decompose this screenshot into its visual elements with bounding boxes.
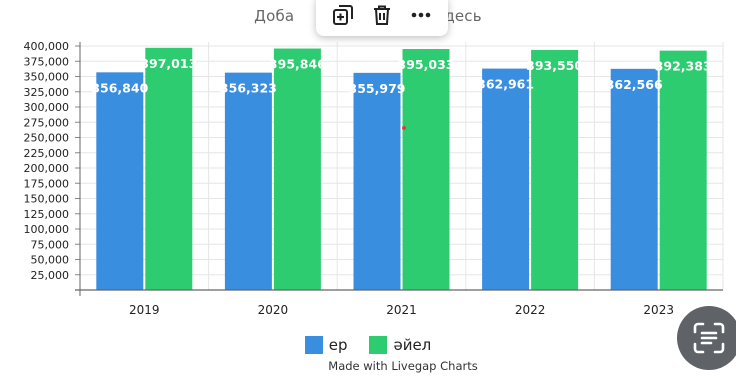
legend-item-series-2[interactable]: әйел (369, 336, 431, 354)
chart-subtitle: Доба десь (0, 7, 736, 25)
more-icon (411, 12, 430, 18)
bar[interactable] (273, 48, 321, 291)
x-tick-label: 2022 (515, 303, 546, 317)
x-tick-label: 2020 (258, 303, 289, 317)
subtitle-right: десь (444, 7, 482, 25)
y-tick-label: 350,000 (24, 71, 70, 84)
bar[interactable] (353, 72, 401, 290)
data-label: 395,846 (269, 57, 326, 72)
legend-item-series-1[interactable]: ер (304, 336, 348, 354)
y-tick-label: 175,000 (24, 177, 70, 190)
y-tick-label: 50,000 (31, 254, 70, 267)
y-tick-label: 25,000 (31, 269, 70, 282)
chart-legend: ер әйел (0, 336, 736, 354)
bar[interactable] (145, 47, 193, 291)
y-tick-label: 300,000 (24, 101, 70, 114)
bar[interactable] (402, 49, 450, 290)
data-label: 356,840 (91, 80, 148, 95)
trash-icon (373, 5, 390, 25)
bar[interactable] (96, 72, 144, 290)
scan-text-icon (693, 322, 725, 354)
duplicate-icon (333, 5, 354, 25)
chart-axes: 25,000 50,000 75,000 100,000 125,000 150,000 1… (24, 40, 723, 317)
scan-text-button[interactable] (677, 306, 736, 370)
x-tick-label: 2023 (643, 303, 674, 317)
data-label: 362,566 (606, 77, 663, 92)
legend-swatch (369, 336, 388, 354)
bar[interactable] (610, 68, 658, 290)
data-label: 356,323 (220, 81, 277, 96)
data-label: 392,383 (655, 59, 712, 74)
y-tick-label: 150,000 (24, 193, 70, 206)
y-tick-label: 225,000 (24, 147, 70, 160)
more-button[interactable] (405, 0, 437, 31)
data-label: 362,961 (477, 77, 534, 92)
y-tick-label: 400,000 (24, 40, 70, 53)
data-label: 397,013 (140, 56, 197, 71)
y-tick-label: 100,000 (24, 223, 70, 236)
x-tick-label: 2019 (129, 303, 160, 317)
y-tick-label: 325,000 (24, 86, 70, 99)
y-tick-label: 200,000 (24, 162, 70, 175)
legend-swatch (304, 336, 323, 354)
chart-data-labels: 356,840 397,013 356,323 395,846 355,979 395,0… (91, 56, 712, 130)
chart-bars (96, 47, 707, 291)
subtitle-left: Доба (254, 7, 295, 25)
bar[interactable] (531, 49, 579, 290)
x-tick-label: 2021 (386, 303, 417, 317)
chart-credit: Made with Livegap Charts (328, 359, 478, 373)
y-tick-label: 275,000 (24, 116, 70, 129)
cursor-dot (402, 126, 406, 130)
y-tick-label: 250,000 (24, 132, 70, 145)
floating-toolbar (316, 0, 448, 36)
duplicate-button[interactable] (327, 0, 359, 31)
y-tick-label: 75,000 (31, 238, 70, 251)
legend-label: әйел (393, 336, 432, 354)
data-label: 393,550 (526, 58, 583, 73)
y-tick-label: 125,000 (24, 208, 70, 221)
data-label: 355,979 (349, 81, 406, 96)
y-tick-label: 375,000 (24, 55, 70, 68)
legend-label: ер (328, 336, 348, 354)
data-label: 395,033 (398, 57, 455, 72)
bar[interactable] (482, 68, 530, 291)
bar[interactable] (659, 50, 707, 291)
delete-button[interactable] (366, 0, 398, 31)
bar[interactable] (224, 72, 272, 290)
